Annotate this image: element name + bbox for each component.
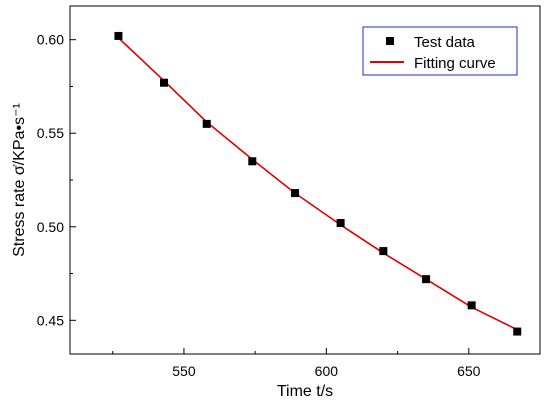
x-axis-label: Time t/s: [277, 383, 333, 400]
test-data-point: [422, 275, 431, 284]
fitting-curve-line: [117, 37, 518, 331]
y-tick-label: 0.50: [37, 219, 64, 235]
test-data-point: [379, 247, 388, 256]
y-axis-label: Stress rate σ̇/KPa•s⁻¹: [11, 103, 28, 257]
legend-test-data-marker: [386, 37, 394, 45]
test-data-point: [336, 219, 345, 228]
y-tick-label: 0.60: [37, 32, 64, 48]
x-tick-label: 600: [315, 363, 339, 379]
x-axis-ticks: 550 600 650: [112, 348, 481, 379]
legend-box: [362, 26, 518, 76]
test-data-point: [248, 157, 257, 166]
x-tick-label: 550: [172, 363, 196, 379]
legend: Test data Fitting curve: [362, 26, 518, 76]
test-data-point: [291, 189, 300, 198]
test-data-point: [467, 301, 476, 310]
legend-fitting-curve-label: Fitting curve: [414, 55, 496, 72]
test-data-point: [114, 31, 123, 40]
y-tick-label: 0.45: [37, 312, 64, 328]
test-data-point: [513, 327, 522, 336]
test-data-point: [202, 119, 211, 128]
series-layer: [114, 31, 522, 336]
y-axis-ticks: 0.45 0.50 0.55 0.60: [37, 32, 76, 328]
legend-test-data-label: Test data: [414, 34, 476, 51]
test-data-point: [160, 78, 168, 87]
x-tick-label: 650: [457, 363, 481, 379]
y-tick-label: 0.55: [37, 125, 64, 141]
